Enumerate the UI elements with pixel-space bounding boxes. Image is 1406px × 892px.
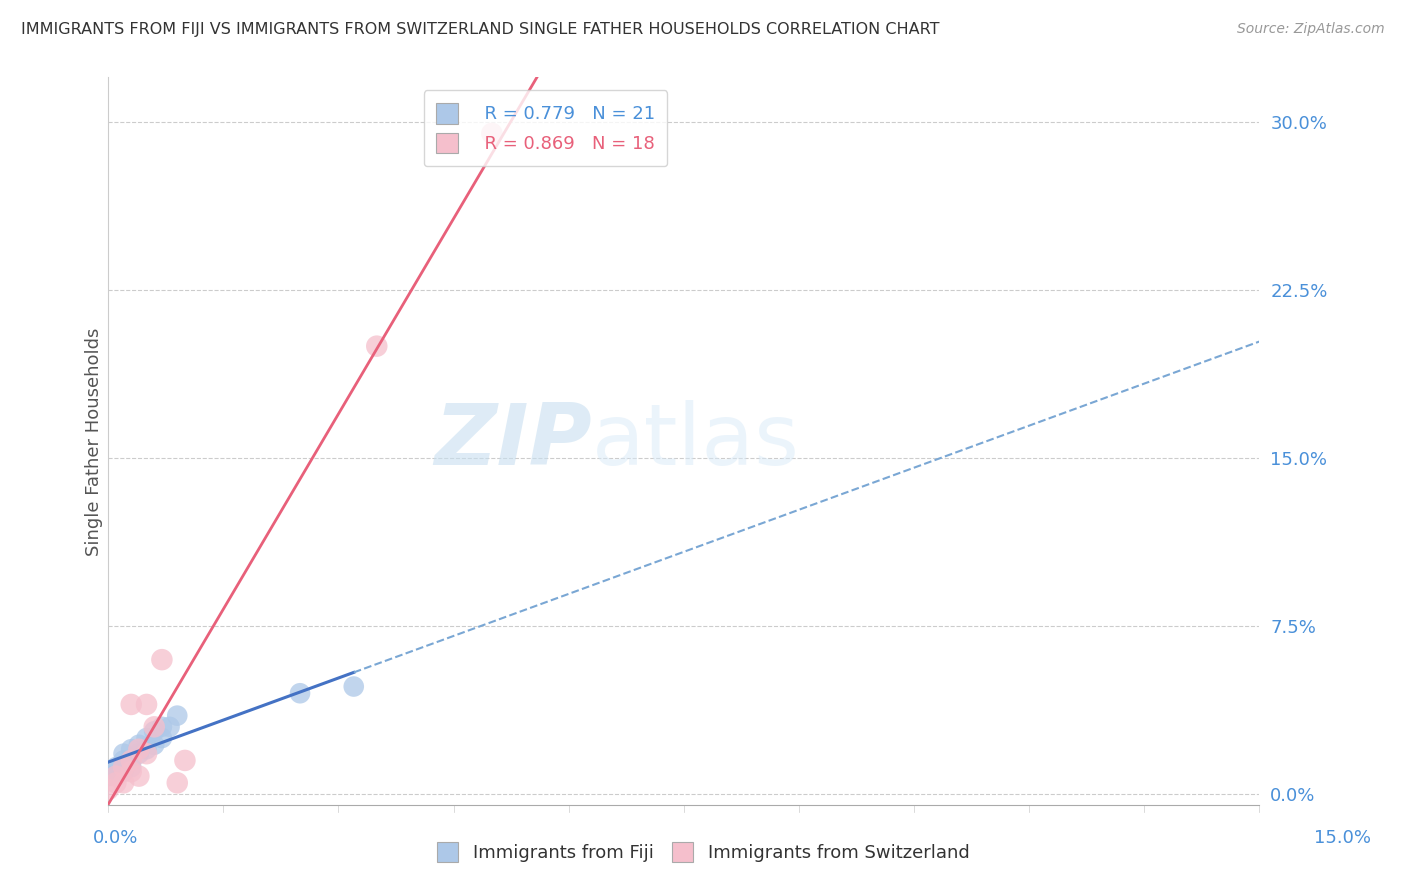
Text: 0.0%: 0.0% [93,829,138,847]
Point [120,760,142,774]
Point [128,742,150,756]
Text: atlas: atlas [592,400,800,483]
Point [120,753,142,767]
Legend: Immigrants from Fiji, Immigrants from Switzerland: Immigrants from Fiji, Immigrants from Sw… [429,834,977,870]
Point [112,764,135,779]
Point [174,753,197,767]
Point [135,742,157,756]
Point [97,769,120,783]
Point [112,747,135,761]
Point [112,776,135,790]
Point [166,776,188,790]
Text: ZIP: ZIP [434,400,592,483]
Point [120,698,142,712]
Point [343,680,366,694]
Text: 15.0%: 15.0% [1315,829,1371,847]
Point [143,724,166,739]
Point [143,720,166,734]
Point [135,731,157,745]
Point [150,653,173,667]
Point [104,760,127,774]
Text: IMMIGRANTS FROM FIJI VS IMMIGRANTS FROM SWITZERLAND SINGLE FATHER HOUSEHOLDS COR: IMMIGRANTS FROM FIJI VS IMMIGRANTS FROM … [21,22,939,37]
Point [481,127,503,141]
Point [128,769,150,783]
Point [150,731,173,745]
Point [104,769,127,783]
Point [128,747,150,761]
Point [104,776,127,790]
Text: Source: ZipAtlas.com: Source: ZipAtlas.com [1237,22,1385,37]
Point [120,742,142,756]
Point [104,764,127,779]
Legend:   R = 0.779   N = 21,   R = 0.869   N = 18: R = 0.779 N = 21, R = 0.869 N = 18 [423,90,668,166]
Y-axis label: Single Father Households: Single Father Households [86,327,103,556]
Point [150,720,173,734]
Point [112,760,135,774]
Point [366,339,388,353]
Point [159,720,181,734]
Point [128,738,150,752]
Point [112,753,135,767]
Point [97,782,120,797]
Point [135,698,157,712]
Point [288,686,311,700]
Point [143,738,166,752]
Point [166,708,188,723]
Point [120,753,142,767]
Point [135,747,157,761]
Point [120,764,142,779]
